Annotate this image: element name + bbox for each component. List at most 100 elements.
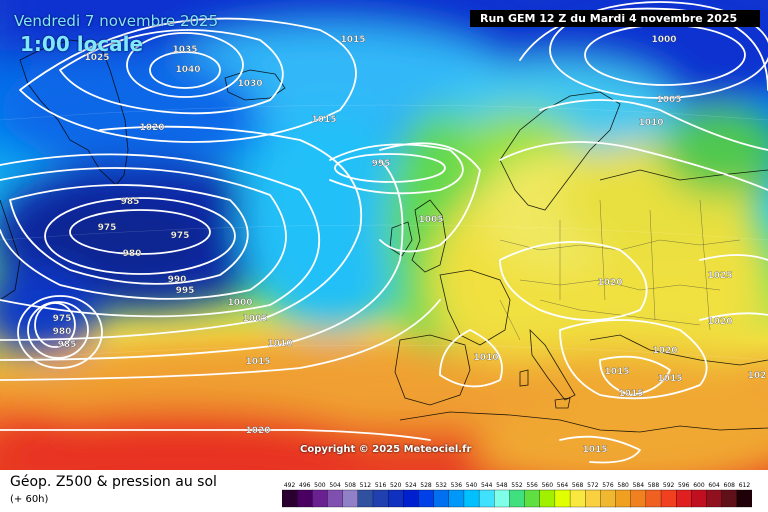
isobar-label: 1020	[652, 346, 677, 356]
legend-swatch	[418, 489, 435, 508]
legend-value: 548	[496, 482, 508, 489]
legend-value: 540	[466, 482, 478, 489]
legend-swatch	[297, 489, 313, 508]
weather-map[interactable]: 1035 1040 1030 1025 1015 1020 1015 995 985 975 975…	[0, 0, 768, 470]
legend-value: 584	[633, 482, 645, 489]
isobar-label: 985	[121, 197, 140, 207]
isobar-label: 980	[123, 249, 142, 259]
isobar-label: 1005	[418, 215, 443, 225]
isobar-label: 1020	[597, 278, 622, 288]
legend-value: 512	[360, 482, 372, 489]
legend-value: 592	[663, 482, 675, 489]
legend-value: 492	[284, 482, 296, 489]
legend-swatch	[554, 489, 571, 508]
legend-value: 572	[587, 482, 599, 489]
isobar-label: 1020	[139, 123, 164, 133]
isobar-label: 1025	[84, 53, 109, 63]
legend-value: 500	[314, 482, 326, 489]
legend-swatch	[691, 489, 707, 508]
legend-value: 508	[345, 482, 357, 489]
legend-value: 580	[617, 482, 629, 489]
legend-swatch	[676, 489, 692, 508]
isobar-labels: 1035 1040 1030 1025 1015 1020 1015 995 985 975 975…	[52, 35, 767, 455]
legend-swatch	[387, 489, 404, 508]
legend-swatch	[509, 489, 526, 508]
legend-value: 520	[390, 482, 402, 489]
copyright-text: Copyright © 2025 Meteociel.fr	[300, 444, 472, 455]
legend-swatch	[494, 489, 510, 508]
isobar-label: 1015	[311, 115, 336, 125]
legend-value: 556	[526, 482, 538, 489]
legend-value: 604	[708, 482, 720, 489]
footer-title: Géop. Z500 & pression au sol	[10, 474, 217, 490]
legend-swatch	[585, 489, 601, 508]
isobar-label: 1010	[267, 339, 292, 349]
legend-swatch	[357, 489, 374, 508]
isobar-label: 975	[53, 314, 72, 324]
legend-swatch	[660, 489, 677, 508]
isobar-label: 1020	[707, 317, 732, 327]
legend-value: 524	[405, 482, 417, 489]
legend-value: 516	[375, 482, 387, 489]
legend-value: 612	[739, 482, 751, 489]
legend-swatch	[630, 489, 647, 508]
isobar-label: 1010	[473, 353, 498, 363]
legend-swatch	[403, 489, 419, 508]
isobar-label: 975	[98, 223, 117, 233]
isobar-label: 1015	[340, 35, 365, 45]
legend-value: 588	[648, 482, 660, 489]
legend-swatch	[478, 489, 495, 508]
legend-value: 532	[435, 482, 447, 489]
isobar-label: 1030	[237, 79, 262, 89]
footer-subtitle: (+ 60h)	[10, 494, 49, 505]
isobar-label: 1015	[618, 389, 643, 399]
valid-date: Vendredi 7 novembre 2025	[14, 12, 219, 30]
isobar-label: 995	[372, 159, 391, 169]
run-info-box: Run GEM 12 Z du Mardi 4 novembre 2025	[470, 10, 760, 27]
isobar-label: 990	[168, 275, 187, 285]
isobar-label: 985	[58, 340, 77, 350]
legend-swatch	[721, 489, 738, 508]
geopotential-field	[0, 0, 768, 470]
legend-value: 504	[329, 482, 341, 489]
isobar-label: 1005	[242, 314, 267, 324]
color-legend: 492 496 500 504 508 512 516 520 524 528 532 536 540 5…	[282, 482, 752, 508]
legend-value: 560	[542, 482, 554, 489]
isobar-label: 980	[53, 327, 72, 337]
isobar-label: 1020	[245, 426, 270, 436]
legend-swatch	[524, 489, 541, 508]
legend-value: 528	[420, 482, 432, 489]
legend-value: 564	[557, 482, 569, 489]
isobar-lines	[0, 1, 768, 464]
legend-swatch	[433, 489, 450, 508]
legend-value: 544	[481, 482, 493, 489]
legend-swatch	[569, 489, 586, 508]
legend-value: 608	[724, 482, 736, 489]
legend-value: 600	[693, 482, 705, 489]
legend-swatch	[539, 489, 556, 508]
legend-swatch	[463, 489, 480, 508]
country-borders	[499, 199, 741, 341]
grid-lines	[0, 104, 768, 361]
legend-swatch	[327, 489, 344, 508]
legend-value: 496	[299, 482, 311, 489]
isobar-label: 102	[748, 371, 767, 381]
legend-swatch	[645, 489, 662, 508]
legend-value: 536	[451, 482, 463, 489]
legend-value: 596	[678, 482, 690, 489]
legend-value: 568	[572, 482, 584, 489]
legend-swatch	[372, 489, 389, 508]
legend-swatch	[282, 489, 298, 508]
isobar-label: 1005	[656, 95, 681, 105]
isobar-label: 1035	[172, 45, 197, 55]
isobar-label: 975	[171, 231, 190, 241]
legend-swatch	[312, 489, 328, 508]
isobar-label: 1025	[707, 271, 732, 281]
isobar-label: 1015	[604, 367, 629, 377]
legend-value: 552	[511, 482, 523, 489]
valid-time: 1:00 locale	[20, 32, 144, 56]
isobar-label: 1000	[227, 298, 252, 308]
isobar-label: 1015	[245, 357, 270, 367]
isobar-label: 1015	[582, 445, 607, 455]
